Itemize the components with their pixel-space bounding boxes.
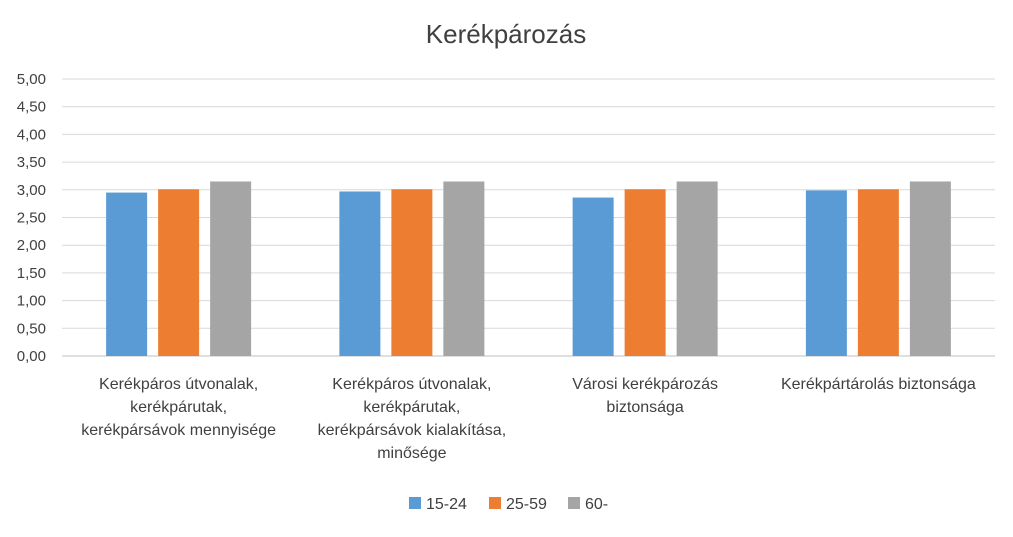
y-tick-label: 3,50 — [17, 154, 46, 171]
x-axis-labels: Kerékpáros útvonalak, kerékpárutak, kerékp… — [81, 376, 976, 462]
y-tick-label: 4,00 — [17, 126, 46, 143]
x-category-label: Kerékpártárolás biztonsága — [781, 376, 976, 393]
bar-15-24 — [805, 190, 847, 356]
legend-label: 15-24 — [426, 496, 467, 513]
bar-25-59 — [624, 189, 666, 356]
y-axis-ticks: 0,00 0,50 1,00 1,50 2,00 2,50 3,00 3,50 4,00 4,50… — [17, 71, 46, 365]
bar-25-59 — [857, 189, 899, 356]
y-tick-label: 2,50 — [17, 210, 46, 227]
y-tick-label: 1,50 — [17, 265, 46, 282]
legend-swatch-25-59 — [489, 497, 501, 509]
y-tick-label: 3,00 — [17, 182, 46, 199]
y-tick-label: 5,00 — [17, 71, 46, 88]
bars — [106, 181, 951, 356]
y-tick-label: 4,50 — [17, 99, 46, 116]
bar-15-24 — [106, 192, 148, 356]
bar-60- — [676, 181, 718, 356]
y-tick-label: 0,00 — [17, 348, 46, 365]
bar-25-59 — [158, 189, 200, 356]
bar-60- — [909, 181, 951, 356]
x-category-label: Kerékpáros útvonalak, kerékpárutak, kerékp… — [318, 376, 507, 462]
gridlines — [62, 78, 995, 357]
bar-60- — [210, 181, 252, 356]
y-tick-label: 2,00 — [17, 237, 46, 254]
bar-60- — [443, 181, 485, 356]
legend-label: 60- — [585, 496, 608, 513]
bar-15-24 — [339, 191, 381, 356]
bar-25-59 — [391, 189, 433, 356]
y-tick-label: 0,50 — [17, 320, 46, 337]
legend-swatch-60- — [568, 497, 580, 509]
legend-swatch-15-24 — [409, 497, 421, 509]
y-tick-label: 1,00 — [17, 293, 46, 310]
bar-15-24 — [572, 197, 614, 356]
x-category-label: Városi kerékpározás biztonsága — [572, 376, 718, 416]
legend-label: 25-59 — [506, 496, 547, 513]
chart-title: Kerékpározás — [426, 19, 586, 49]
legend: 15-24 25-59 60- — [409, 496, 608, 513]
x-category-label: Kerékpáros útvonalak, kerékpárutak, kerékp… — [81, 376, 276, 439]
